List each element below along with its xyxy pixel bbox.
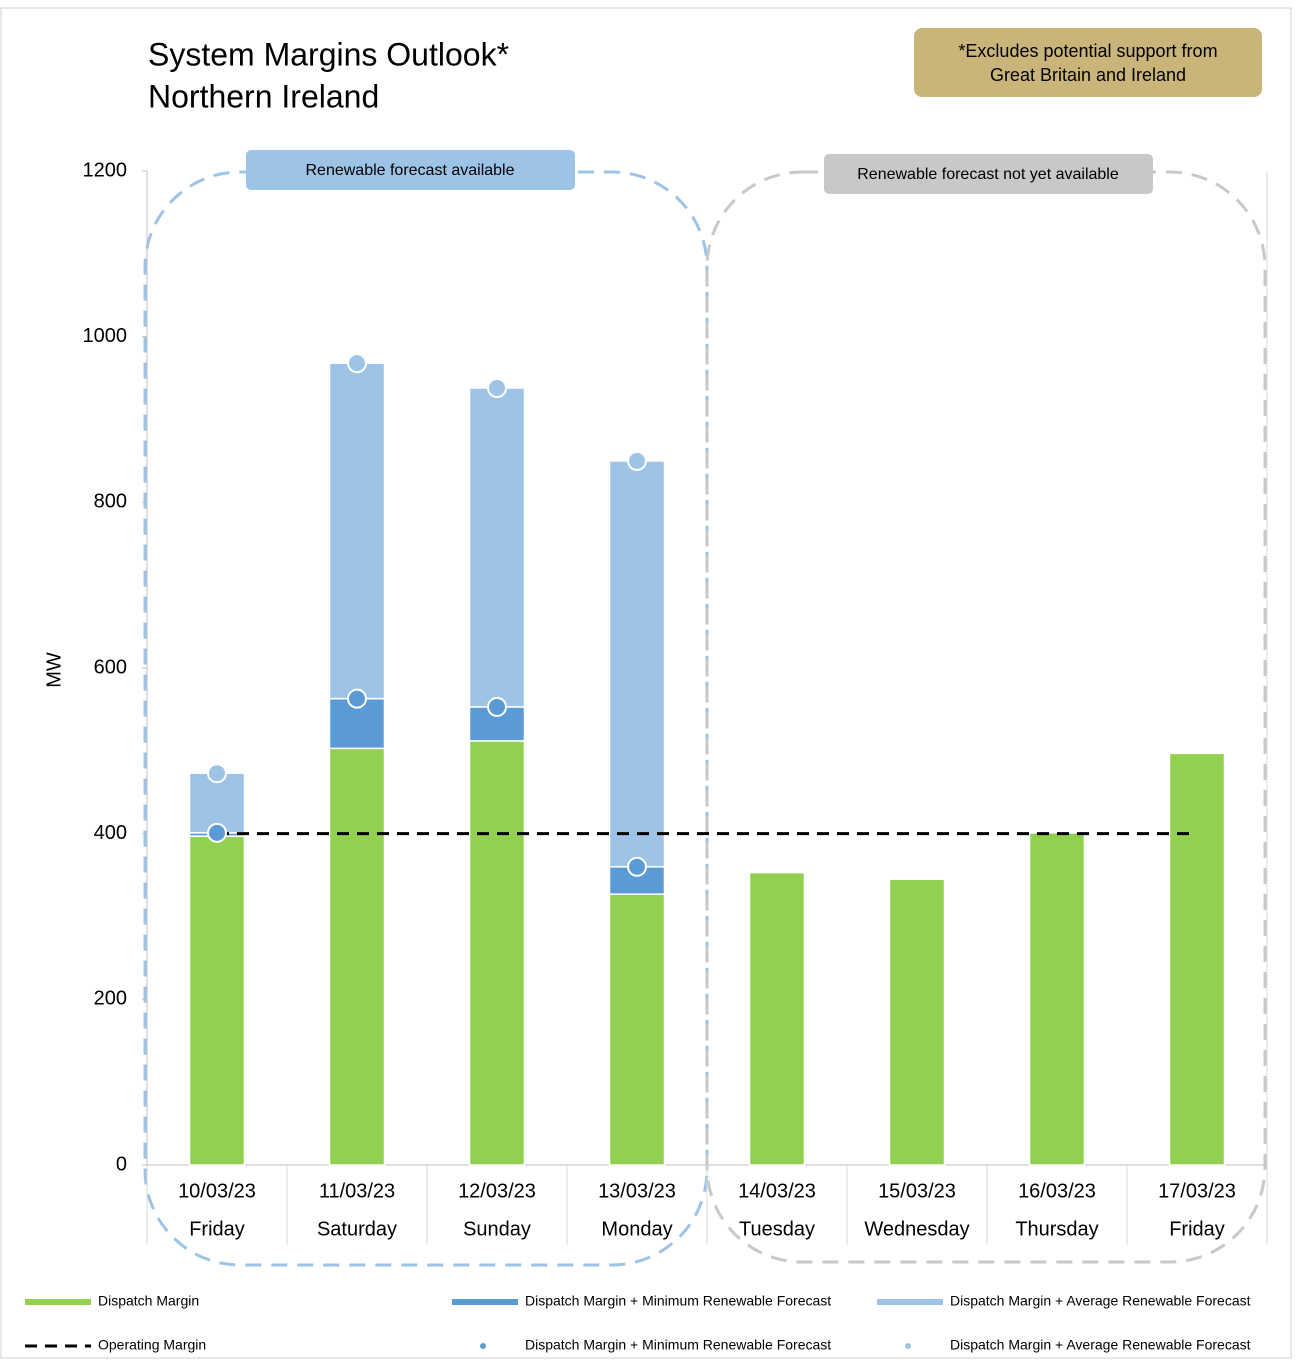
- y-tick-label: 0: [116, 1153, 127, 1175]
- x-sublabel: Monday: [601, 1218, 672, 1240]
- chart-title: System Margins Outlook*: [148, 36, 509, 72]
- y-tick-label: 600: [94, 656, 127, 678]
- frame: [0, 7, 1292, 1359]
- x-tick-label: 12/03/23: [458, 1180, 536, 1202]
- bar-segment: [328, 747, 386, 1166]
- bar-segment: [748, 871, 806, 1166]
- point: [627, 450, 647, 471]
- y-tick-label: 400: [94, 822, 127, 844]
- x-sublabel: Thursday: [1015, 1218, 1098, 1240]
- x-tick-label: 16/03/23: [1018, 1180, 1096, 1202]
- x-sublabel: Sunday: [463, 1218, 531, 1240]
- y-axis-label: MW: [43, 652, 65, 688]
- legend-swatch: [480, 1343, 486, 1349]
- legend-label: Dispatch Margin: [98, 1293, 199, 1309]
- y-tick-label: 1000: [83, 325, 128, 347]
- x-tick-label: 15/03/23: [878, 1180, 956, 1202]
- point: [347, 688, 367, 709]
- annotation: Renewable forecast available: [305, 162, 514, 179]
- x-sublabel: Saturday: [317, 1218, 397, 1240]
- chart-subtitle: Northern Ireland: [148, 78, 379, 114]
- legend-label: Dispatch Margin + Minimum Renewable Fore…: [525, 1337, 831, 1353]
- legend-swatch: [905, 1343, 911, 1349]
- point: [487, 378, 507, 399]
- y-tick-label: 800: [94, 491, 127, 513]
- x-sublabel: Tuesday: [739, 1218, 815, 1240]
- x-tick-label: 13/03/23: [598, 1180, 676, 1202]
- point: [487, 696, 507, 717]
- legend-label: Operating Margin: [98, 1337, 206, 1353]
- bar-segment: [888, 878, 946, 1166]
- x-tick-label: 17/03/23: [1158, 1180, 1236, 1202]
- point: [627, 856, 647, 877]
- annotation-box: [824, 154, 1153, 194]
- point: [207, 763, 227, 784]
- y-tick-label: 200: [94, 988, 127, 1010]
- point: [207, 822, 227, 843]
- x-tick-label: 11/03/23: [319, 1180, 395, 1202]
- bar-segment: [608, 460, 666, 868]
- x-sublabel: Wednesday: [864, 1218, 969, 1240]
- annotation: Renewable forecast not yet available: [857, 166, 1119, 183]
- note-box: [914, 28, 1262, 97]
- x-sublabel: Friday: [1169, 1218, 1225, 1240]
- annotation-box: [246, 150, 575, 190]
- legend-label: Dispatch Margin + Minimum Renewable Fore…: [525, 1293, 831, 1309]
- x-tick-label: 14/03/23: [738, 1180, 816, 1202]
- bar-segment: [468, 740, 526, 1166]
- legend-label: Dispatch Margin + Average Renewable Fore…: [950, 1337, 1251, 1353]
- bar-segment: [468, 387, 526, 708]
- note-text: *Excludes potential support from Great B…: [958, 40, 1218, 85]
- bar-segment: [188, 835, 246, 1166]
- bar-segment: [608, 893, 666, 1166]
- bar-segment: [328, 362, 386, 700]
- note: *Excludes potential support from Great B…: [958, 40, 1218, 85]
- y-tick-label: 1200: [83, 159, 128, 181]
- x-sublabel: Friday: [189, 1218, 245, 1240]
- x-tick-label: 10/03/23: [178, 1180, 256, 1202]
- bar-segment: [1168, 752, 1226, 1166]
- point: [347, 353, 367, 374]
- bar-segment: [1028, 832, 1086, 1166]
- legend-label: Dispatch Margin + Average Renewable Fore…: [950, 1293, 1251, 1309]
